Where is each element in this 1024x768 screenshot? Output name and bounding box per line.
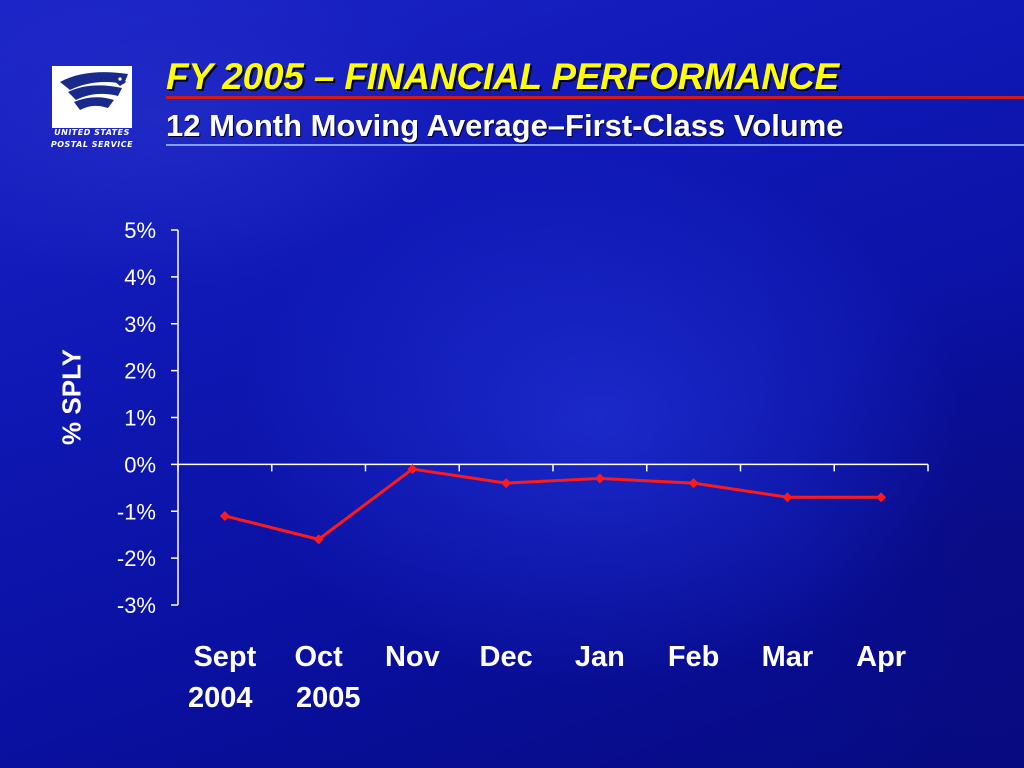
data-point bbox=[501, 478, 512, 489]
x-tick-label: Jan bbox=[575, 641, 625, 673]
x-tick-label: Dec bbox=[480, 641, 533, 673]
y-tick-label: -3% bbox=[117, 593, 156, 618]
data-point bbox=[219, 510, 230, 521]
data-point bbox=[688, 478, 699, 489]
y-tick-label: -1% bbox=[117, 499, 156, 524]
data-point bbox=[782, 492, 793, 503]
y-tick-label: 4% bbox=[124, 265, 156, 290]
logo-line-2: POSTAL SERVICE bbox=[50, 140, 134, 149]
x-tick-label: Nov bbox=[385, 641, 440, 673]
data-point bbox=[313, 534, 324, 545]
x-tick-label: Oct bbox=[294, 641, 343, 673]
y-axis-label: % SPLY bbox=[56, 349, 87, 445]
y-tick-label: 3% bbox=[124, 312, 156, 337]
y-tick-label: 1% bbox=[124, 406, 156, 431]
title-divider bbox=[166, 96, 1024, 99]
page-subtitle: 12 Month Moving Average–First-Class Volu… bbox=[166, 108, 844, 143]
x-tick-label: Apr bbox=[856, 641, 906, 673]
logo-line-1: UNITED STATES bbox=[54, 128, 130, 137]
year-label-2005: 2005 bbox=[296, 682, 361, 714]
usps-logo: UNITED STATES POSTAL SERVICE bbox=[44, 62, 140, 154]
subtitle-divider bbox=[166, 144, 1024, 146]
y-tick-label: 2% bbox=[124, 359, 156, 384]
eagle-icon bbox=[52, 66, 132, 128]
data-point bbox=[407, 464, 418, 475]
page-title: FY 2005 – FINANCIAL PERFORMANCE bbox=[166, 56, 839, 97]
y-tick-label: 5% bbox=[124, 218, 156, 243]
x-tick-label: Mar bbox=[762, 641, 814, 673]
data-point bbox=[876, 492, 887, 503]
data-point bbox=[594, 473, 605, 484]
series-line bbox=[224, 467, 882, 541]
x-tick-label: Feb bbox=[668, 641, 720, 673]
x-axis-year-labels: 2004 2005 bbox=[188, 682, 361, 715]
year-label-2004: 2004 bbox=[188, 682, 253, 714]
y-tick-label: 0% bbox=[124, 452, 156, 477]
x-tick-label: Sept bbox=[193, 641, 256, 673]
y-tick-label: -2% bbox=[117, 546, 156, 571]
